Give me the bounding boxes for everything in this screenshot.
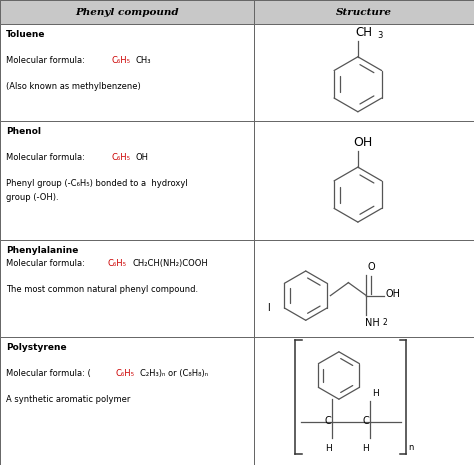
Bar [0, 121, 254, 240]
Bar [254, 0, 474, 24]
Text: 3: 3 [377, 31, 382, 40]
Text: l: l [267, 303, 270, 313]
Bar [0, 0, 254, 24]
Text: C₆H₅: C₆H₅ [111, 153, 130, 162]
Text: CH₃: CH₃ [136, 56, 151, 65]
Text: C₆H₅: C₆H₅ [116, 369, 135, 378]
Text: Molecular formula:: Molecular formula: [6, 56, 88, 65]
Bar [0, 240, 254, 337]
Text: Phenyl group (-C₆H₅) bonded to a  hydroxyl: Phenyl group (-C₆H₅) bonded to a hydroxy… [6, 179, 188, 188]
Bar [254, 240, 474, 337]
Bar [254, 337, 474, 465]
Text: Phenol: Phenol [6, 127, 41, 136]
Text: O: O [367, 262, 375, 272]
Text: OH: OH [353, 136, 373, 149]
Text: C₆H₅: C₆H₅ [108, 259, 127, 268]
Text: (Also known as methylbenzene): (Also known as methylbenzene) [6, 82, 141, 92]
Text: group (-OH).: group (-OH). [6, 193, 59, 201]
Text: H: H [363, 445, 369, 453]
Text: H: H [372, 389, 379, 398]
Text: C₆H₅: C₆H₅ [111, 56, 130, 65]
Text: The most common natural phenyl compound.: The most common natural phenyl compound. [6, 286, 198, 294]
Text: Molecular formula:: Molecular formula: [6, 259, 85, 268]
Text: CH₂CH(NH₂)COOH: CH₂CH(NH₂)COOH [132, 259, 208, 268]
Text: C: C [363, 416, 369, 425]
Text: Molecular formula: (: Molecular formula: ( [6, 369, 91, 378]
Text: Phenylalanine: Phenylalanine [6, 246, 79, 255]
Text: OH: OH [136, 153, 149, 162]
Text: A synthetic aromatic polymer: A synthetic aromatic polymer [6, 395, 130, 405]
Text: CH: CH [356, 26, 373, 39]
Bar [254, 24, 474, 121]
Text: OH: OH [385, 289, 401, 299]
Text: n: n [409, 443, 414, 452]
Text: 2: 2 [382, 318, 387, 327]
Text: Polystyrene: Polystyrene [6, 343, 67, 352]
Text: C₂H₃)ₙ or (C₈H₈)ₙ: C₂H₃)ₙ or (C₈H₈)ₙ [140, 369, 208, 378]
Text: Phenyl compound: Phenyl compound [75, 7, 179, 17]
Text: C: C [325, 416, 331, 425]
Text: NH: NH [365, 318, 380, 327]
Text: Toluene: Toluene [6, 30, 46, 39]
Text: Molecular formula:: Molecular formula: [6, 153, 88, 162]
Bar [0, 337, 254, 465]
Text: Structure: Structure [336, 7, 392, 17]
Text: H: H [325, 445, 331, 453]
Bar [254, 121, 474, 240]
Bar [0, 24, 254, 121]
